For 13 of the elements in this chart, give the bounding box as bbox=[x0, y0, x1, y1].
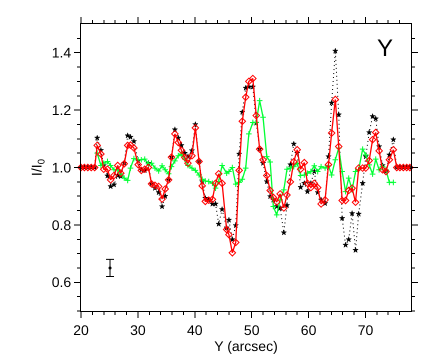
x-tick-label: 50 bbox=[244, 322, 260, 338]
y-tick-label: 1.0 bbox=[52, 159, 72, 176]
y-tick-label: 1.2 bbox=[52, 102, 72, 118]
y-tick-label: 0.8 bbox=[52, 216, 72, 233]
annotation: Y bbox=[377, 35, 394, 62]
x-tick-label: 60 bbox=[300, 322, 317, 338]
x-tick-label: 70 bbox=[358, 322, 374, 338]
x-tick-label: 40 bbox=[187, 322, 203, 338]
x-tick-label: 30 bbox=[130, 322, 146, 338]
y-tick-label: 0.6 bbox=[52, 274, 72, 290]
x-tick-label: 20 bbox=[73, 322, 89, 338]
x-axis-title: Y (arcsec) bbox=[214, 338, 278, 354]
y-tick-label: 1.4 bbox=[52, 44, 72, 61]
